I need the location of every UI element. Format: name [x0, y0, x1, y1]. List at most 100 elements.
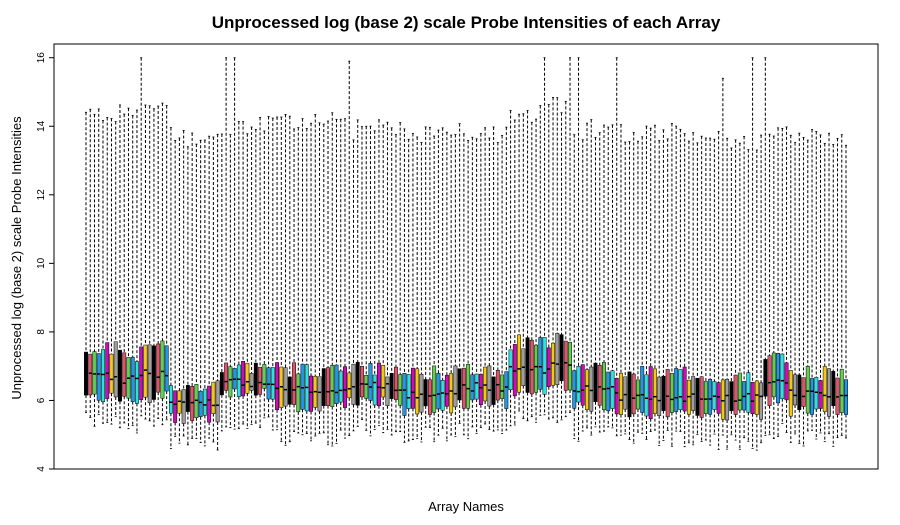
array-box — [423, 126, 428, 428]
array-box — [716, 131, 721, 450]
iqr-box — [504, 371, 509, 409]
iqr-box — [708, 379, 713, 415]
array-box — [508, 110, 513, 427]
iqr-box — [805, 366, 810, 414]
iqr-box — [538, 337, 543, 390]
iqr-box — [202, 388, 207, 416]
iqr-box — [703, 381, 708, 414]
iqr-box — [784, 362, 789, 401]
boxes-group — [84, 57, 848, 451]
y-tick-label: 10 — [36, 257, 47, 269]
array-box — [444, 131, 449, 442]
iqr-box — [309, 375, 313, 412]
array-box — [173, 140, 178, 437]
array-box — [750, 57, 755, 449]
array-box — [372, 130, 377, 430]
array-box — [151, 108, 156, 427]
iqr-box — [665, 369, 670, 418]
iqr-box — [219, 372, 224, 396]
array-box — [682, 133, 687, 448]
iqr-box — [746, 372, 751, 413]
iqr-box — [517, 334, 522, 393]
iqr-box — [682, 366, 687, 412]
array-box — [636, 140, 640, 433]
array-box — [219, 133, 224, 432]
array-box — [164, 105, 169, 421]
iqr-box — [215, 380, 220, 423]
array-box — [304, 128, 309, 435]
iqr-box — [534, 344, 539, 393]
iqr-box — [844, 379, 848, 415]
array-box — [691, 132, 696, 446]
array-box — [275, 116, 280, 431]
array-box — [619, 124, 623, 436]
iqr-box — [661, 375, 666, 411]
iqr-box — [500, 374, 505, 399]
iqr-box — [368, 363, 373, 401]
iqr-box — [457, 368, 462, 401]
iqr-box — [436, 372, 441, 410]
iqr-box — [793, 374, 797, 406]
array-box — [287, 115, 292, 443]
iqr-box — [330, 365, 335, 407]
array-box — [377, 119, 381, 427]
iqr-box — [151, 345, 156, 400]
y-tick-label: 14 — [36, 120, 47, 132]
iqr-box — [461, 367, 466, 409]
iqr-box — [814, 376, 819, 410]
iqr-box — [780, 353, 785, 400]
array-box — [563, 101, 568, 418]
array-box — [784, 126, 789, 433]
array-box — [546, 104, 551, 420]
array-box — [249, 126, 254, 425]
array-box — [703, 137, 708, 441]
array-box — [593, 137, 598, 428]
iqr-box — [406, 374, 411, 409]
array-box — [559, 112, 564, 421]
iqr-box — [321, 368, 326, 406]
array-box — [491, 126, 496, 432]
array-box — [92, 113, 97, 427]
array-box — [292, 128, 296, 432]
iqr-box — [474, 373, 479, 400]
iqr-box — [699, 376, 704, 418]
iqr-box — [224, 362, 229, 391]
iqr-box — [720, 379, 725, 420]
iqr-box — [198, 390, 203, 418]
iqr-box — [92, 351, 97, 395]
array-box — [831, 144, 836, 447]
array-box — [788, 134, 793, 443]
array-box — [729, 147, 734, 436]
array-box — [300, 118, 305, 436]
array-box — [712, 138, 717, 435]
iqr-box — [326, 367, 330, 406]
array-box — [495, 142, 500, 431]
array-box — [478, 133, 483, 428]
y-tick-label: 8 — [36, 329, 47, 335]
y-tick-label: 6 — [36, 397, 47, 403]
array-box — [801, 137, 806, 447]
array-box — [262, 130, 267, 419]
array-box — [521, 113, 526, 419]
array-box — [266, 116, 271, 418]
array-box — [207, 135, 212, 439]
iqr-box — [381, 365, 386, 398]
iqr-box — [389, 373, 394, 399]
iqr-box — [491, 376, 496, 405]
array-box — [202, 139, 207, 447]
iqr-box — [283, 367, 288, 407]
plot-frame — [53, 43, 879, 470]
array-box — [665, 138, 670, 431]
iqr-box — [453, 365, 458, 408]
array-box — [402, 128, 407, 443]
array-box — [258, 116, 263, 429]
array-box — [347, 60, 352, 437]
iqr-box — [606, 371, 611, 412]
iqr-box — [402, 373, 407, 416]
array-box — [415, 136, 420, 440]
iqr-box — [343, 366, 347, 408]
array-box — [580, 139, 585, 432]
iqr-box — [568, 341, 572, 391]
array-box — [555, 97, 560, 423]
array-box — [321, 123, 326, 434]
